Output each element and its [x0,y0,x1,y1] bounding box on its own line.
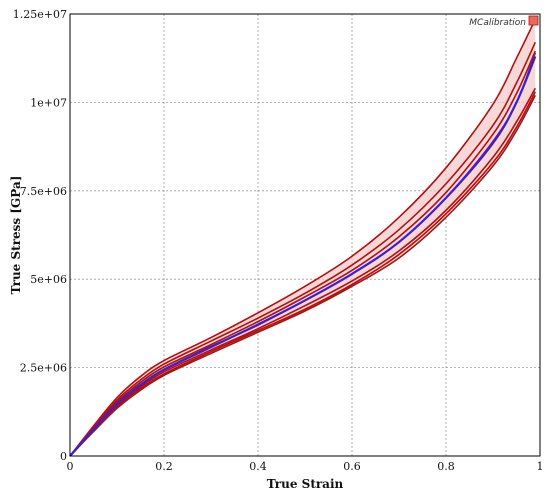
x-tick-label: 0.6 [343,460,361,473]
series-lines [69,18,537,457]
y-tick-labels: 0 2.5e+06 5e+06 7.5e+06 1e+07 1.25e+07 [13,8,67,463]
x-tick-label: 0.4 [249,460,267,473]
y-tick-label: 1e+07 [30,96,67,109]
x-tick-label: 0 [67,460,74,473]
x-tick-label: 0.2 [155,460,173,473]
y-tick-label: 0 [60,450,67,463]
y-tick-label: 5e+06 [30,273,67,286]
band-series-line [69,41,537,457]
x-axis-title: True Strain [267,477,344,491]
y-tick-label: 1.25e+07 [13,8,67,21]
y-tick-label: 2.5e+06 [20,362,67,375]
band-series-line [69,52,537,457]
band-series-line [69,94,537,457]
plot-frame [69,13,541,457]
fit-series-line [69,56,537,457]
band-series-line [69,18,537,457]
x-tick-labels: 0 0.2 0.4 0.6 0.8 1 [67,460,544,473]
grid-lines [70,14,540,456]
watermark-logo-icon [528,15,539,26]
x-tick-label: 1 [537,460,544,473]
y-axis-title: True Stress [GPa] [9,176,23,295]
band-series-line [69,91,537,457]
y-tick-label: 7.5e+06 [20,185,67,198]
band-series-line [69,50,537,457]
watermark-label: MCalibration [469,18,526,28]
x-tick-label: 0.8 [437,460,455,473]
